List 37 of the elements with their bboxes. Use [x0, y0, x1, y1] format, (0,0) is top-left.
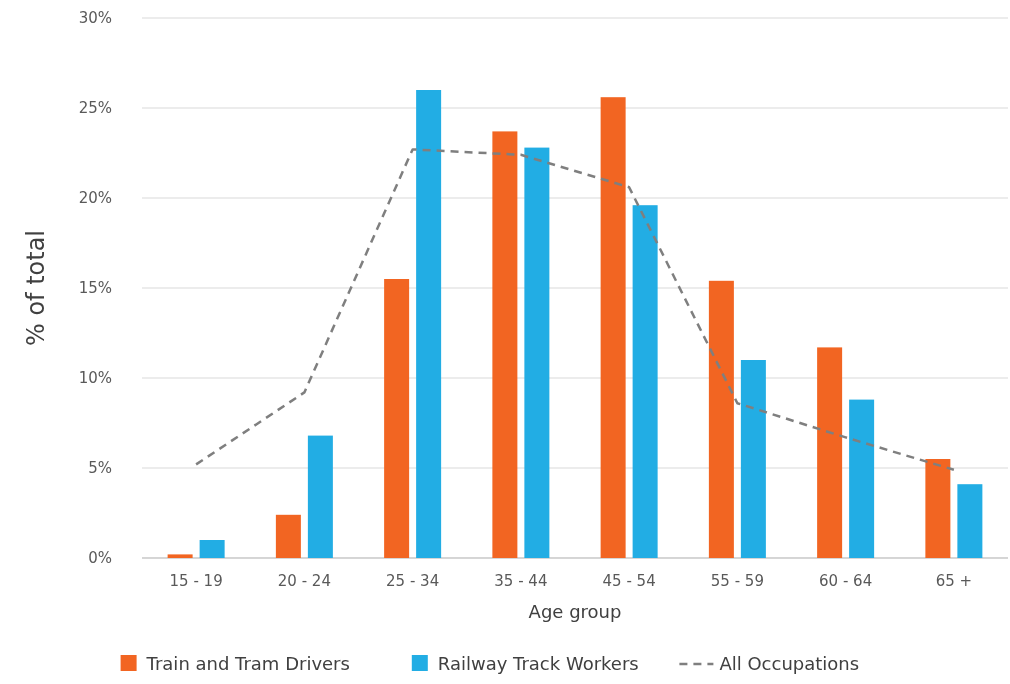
- line-series: [194, 148, 956, 472]
- bar: [632, 205, 658, 558]
- bar: [740, 360, 766, 558]
- x-tick-label: 20 - 24: [277, 572, 331, 590]
- x-tick-label: 25 - 34: [386, 572, 440, 590]
- x-tick-label: 45 - 54: [602, 572, 656, 590]
- y-tick-label: 25%: [78, 99, 112, 118]
- bar: [849, 399, 875, 558]
- x-tick-label: 15 - 19: [169, 572, 223, 590]
- bar: [492, 131, 518, 558]
- bar: [384, 279, 410, 558]
- y-tick-label: 5%: [88, 459, 112, 478]
- bar: [708, 280, 734, 558]
- bar: [416, 90, 442, 558]
- legend-label: Railway Track Workers: [437, 653, 639, 674]
- bar: [600, 97, 626, 558]
- bar: [307, 435, 333, 558]
- y-axis-title: % of total: [22, 229, 50, 347]
- y-tick-label: 30%: [78, 9, 112, 28]
- legend-label: All Occupations: [719, 653, 860, 674]
- y-tick-label: 20%: [78, 189, 112, 208]
- bar: [925, 459, 951, 558]
- x-tick-label: 35 - 44: [494, 572, 548, 590]
- bar: [524, 147, 550, 558]
- legend-label: Train and Tram Drivers: [145, 653, 350, 674]
- bar: [957, 484, 983, 558]
- bar: [275, 514, 301, 558]
- y-tick-label: 15%: [78, 279, 112, 298]
- y-tick-label: 0%: [88, 549, 112, 568]
- bar: [817, 347, 843, 558]
- bar: [167, 554, 193, 558]
- bar: [199, 540, 225, 558]
- y-tick-label: 10%: [78, 369, 112, 388]
- x-axis-title: Age group: [528, 601, 622, 622]
- x-tick-label: 60 - 64: [819, 572, 873, 590]
- x-tick-label: 55 - 59: [710, 572, 764, 590]
- x-tick-label: 65 +: [935, 572, 973, 590]
